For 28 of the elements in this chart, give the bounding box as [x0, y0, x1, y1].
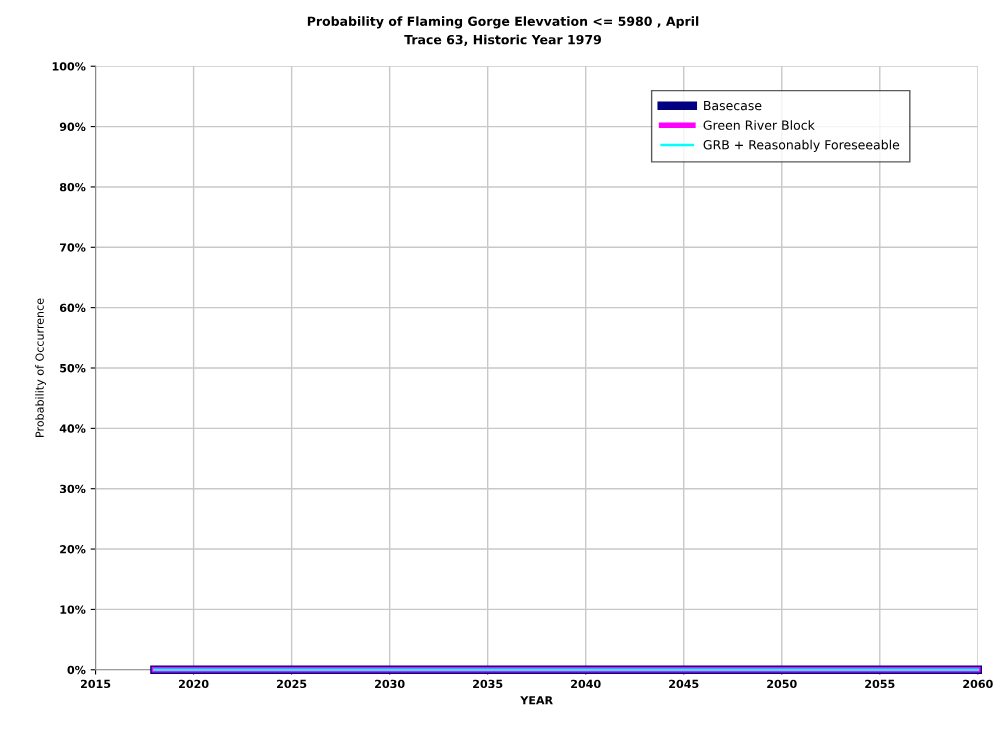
legend-label: Basecase	[704, 100, 762, 111]
x-tick-label: 2040	[571, 679, 601, 689]
y-tick-label: 100%	[52, 62, 86, 71]
x-tick-label: 2020	[179, 679, 209, 689]
x-tick-label: 2060	[963, 679, 993, 689]
y-tick-label: 70%	[60, 243, 86, 252]
y-tick-label: 20%	[60, 545, 86, 554]
x-tick-label: 2025	[277, 679, 307, 689]
x-tick-label: 2050	[767, 679, 797, 689]
y-tick-label: 30%	[60, 484, 86, 494]
x-axis-title: YEAR	[520, 696, 553, 705]
chart-subtitle: Trace 63, Historic Year 1979	[404, 34, 601, 46]
y-tick-label: 40%	[59, 424, 86, 433]
y-tick-label: 80%	[59, 182, 86, 192]
legend-label: GRB + Reasonably Foreseeable	[703, 139, 900, 152]
y-tick-label: 60%	[59, 303, 86, 313]
x-tick-label: 2015	[80, 679, 111, 689]
y-tick-label: 0%	[67, 665, 86, 675]
y-axis-title: Probability of Occurrence	[35, 298, 46, 437]
legend-label: Green River Block	[703, 120, 815, 130]
chart-title: Probability of Flaming Gorge Elevvation <= 5980 , April	[307, 16, 699, 29]
x-tick-label: 2030	[375, 679, 405, 689]
x-tick-label: 2045	[669, 679, 699, 689]
y-tick-label: 90%	[59, 122, 86, 131]
y-tick-label: 50%	[60, 363, 86, 373]
x-tick-label: 2055	[865, 679, 895, 689]
y-tick-label: 10%	[60, 605, 86, 614]
x-tick-label: 2035	[473, 679, 503, 689]
